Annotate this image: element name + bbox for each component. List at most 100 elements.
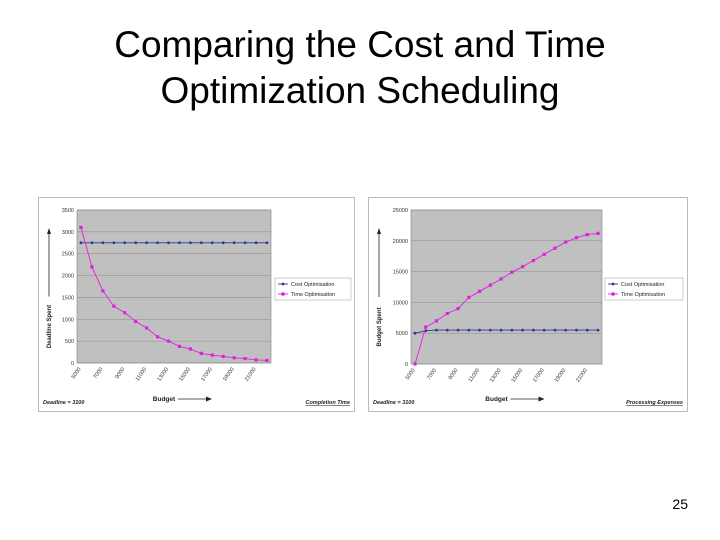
data-point xyxy=(112,241,116,245)
x-tick-label: 11000 xyxy=(468,368,481,384)
data-point xyxy=(112,304,116,308)
data-point xyxy=(199,241,203,245)
x-tick-label: 7000 xyxy=(93,367,105,380)
data-point xyxy=(477,289,482,293)
y-tick-label: 15000 xyxy=(393,270,408,276)
data-point xyxy=(596,328,600,332)
data-point xyxy=(177,344,182,348)
data-point xyxy=(488,328,492,332)
x-axis-arrowhead xyxy=(538,396,545,402)
legend-marker xyxy=(611,282,615,286)
data-point xyxy=(254,358,258,362)
data-point xyxy=(123,311,127,315)
x-tick-label: 13000 xyxy=(156,367,170,383)
data-point xyxy=(564,328,568,332)
budget-chart-panel: 0 5000 10000 15000 20000 25000 5000 7000 9000 110… xyxy=(368,197,688,412)
data-point xyxy=(90,241,94,245)
data-point xyxy=(413,331,417,335)
data-point xyxy=(265,241,269,245)
data-point xyxy=(434,319,439,323)
data-point xyxy=(166,339,171,343)
plot-area xyxy=(410,209,603,365)
data-point xyxy=(178,241,181,245)
x-axis-label: Budget xyxy=(485,396,508,403)
legend-entry: Time Optimisation xyxy=(621,292,665,298)
data-point xyxy=(232,241,236,245)
data-point xyxy=(243,357,247,361)
slide-title: Comparing the Cost and Time Optimization… xyxy=(0,22,720,114)
data-point xyxy=(199,351,203,355)
data-point xyxy=(210,241,214,245)
x-tick-label: 19000 xyxy=(554,368,568,384)
data-point xyxy=(210,353,214,357)
legend-marker xyxy=(281,292,285,296)
deadline-note: Deadline = 3100 xyxy=(373,400,414,406)
y-tick-label: 1500 xyxy=(62,295,74,301)
deadline-chart: 0 500 1000 1500 2000 2500 3000 3500 5000 7000 9000… xyxy=(43,208,352,406)
data-point xyxy=(413,362,417,366)
series-line-1 xyxy=(80,227,268,361)
data-point xyxy=(456,306,460,311)
data-point xyxy=(542,328,546,332)
x-tick-label: 21000 xyxy=(575,368,589,384)
title-line-2: Optimization Scheduling xyxy=(160,70,560,111)
data-point xyxy=(564,240,568,244)
data-point xyxy=(456,328,460,332)
data-point xyxy=(521,265,525,269)
data-point xyxy=(499,277,503,281)
title-line-1: Comparing the Cost and Time xyxy=(114,24,606,65)
data-point xyxy=(254,241,258,245)
data-point xyxy=(510,270,514,274)
data-point xyxy=(156,241,159,245)
data-point xyxy=(221,354,225,359)
x-tick-label: 5000 xyxy=(405,368,417,381)
data-point xyxy=(189,241,192,245)
data-point xyxy=(134,241,138,245)
deadline-note: Deadline = 3100 xyxy=(43,400,84,406)
y-tick-label: 25000 xyxy=(393,208,408,214)
data-point xyxy=(123,241,127,245)
deadline-chart-panel: 0 500 1000 1500 2000 2500 3000 3500 5000 7000 9000… xyxy=(38,197,355,412)
y-tick-label: 10000 xyxy=(393,300,408,306)
data-point xyxy=(553,246,557,250)
x-axis-arrowhead xyxy=(206,396,212,402)
data-point xyxy=(445,311,449,316)
x-tick-label: 17000 xyxy=(200,367,214,383)
y-tick-label: 2500 xyxy=(62,252,74,258)
legend-marker xyxy=(281,282,285,286)
data-point xyxy=(188,347,193,351)
data-point xyxy=(435,328,438,332)
data-point xyxy=(596,231,600,236)
data-point xyxy=(145,241,149,245)
y-axis-arrowhead xyxy=(47,228,51,234)
data-point xyxy=(574,236,579,240)
x-tick-label: 11000 xyxy=(135,367,148,383)
data-point xyxy=(575,328,578,332)
x-tick-label: 9000 xyxy=(448,368,460,381)
x-axis-label: Budget xyxy=(153,396,176,403)
y-tick-label: 0 xyxy=(405,362,408,368)
x-tick-label: 5000 xyxy=(71,367,83,380)
x-tick-label: 7000 xyxy=(426,368,438,381)
y-tick-label: 3000 xyxy=(62,230,74,236)
data-point xyxy=(467,328,471,332)
x-tick-label: 21000 xyxy=(244,367,258,383)
x-tick-label: 15000 xyxy=(178,367,192,383)
data-point xyxy=(553,328,557,332)
data-point xyxy=(467,295,471,300)
data-point xyxy=(90,265,94,269)
y-tick-label: 1000 xyxy=(62,317,74,323)
data-point xyxy=(531,258,536,263)
series-line-1 xyxy=(414,232,599,365)
data-point xyxy=(424,325,428,329)
data-point xyxy=(221,241,225,245)
data-point xyxy=(101,241,105,245)
legend-entry: Time Optimisation xyxy=(291,292,335,298)
x-tick-label: 15000 xyxy=(511,368,525,384)
data-point xyxy=(79,241,83,245)
data-point xyxy=(499,328,503,332)
y-axis-label: Deadline Spent xyxy=(47,305,53,348)
y-tick-label: 20000 xyxy=(393,239,408,245)
x-tick-label: 19000 xyxy=(222,367,236,383)
